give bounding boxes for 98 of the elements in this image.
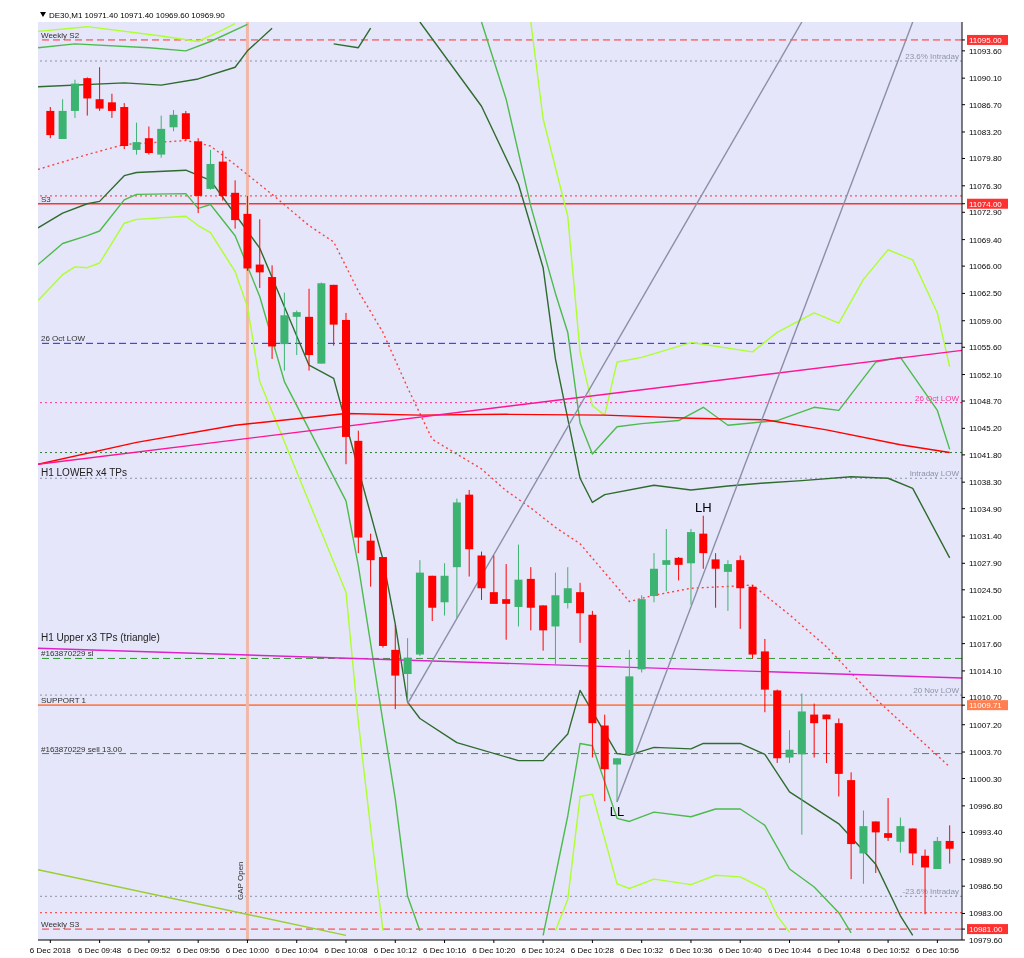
y-tick-label: 11007.20 [969, 720, 1003, 730]
x-tick-label: 6 Dec 10:20 [472, 946, 516, 955]
ref-line-label: 20 Nov LOW [913, 686, 960, 696]
x-tick-label: 6 Dec 10:32 [620, 946, 664, 955]
y-tick-label: 11086.70 [969, 100, 1003, 110]
y-tick-label: 11021.00 [969, 613, 1003, 623]
ref-line-label: SUPPORT 1 [41, 696, 87, 706]
ref-line-label: S3 [41, 194, 52, 204]
candlestick [403, 637, 412, 703]
candlestick [366, 533, 375, 588]
candlestick [662, 528, 671, 592]
y-tick-label: 11079.80 [969, 154, 1003, 164]
ref-line-label: Weekly S2 [41, 30, 80, 40]
candlestick [255, 218, 264, 289]
x-tick-label: 6 Dec 09:48 [78, 946, 122, 955]
y-tick-label: 10993.40 [969, 828, 1003, 838]
y-tick-label: 10979.60 [969, 936, 1003, 945]
candlestick [871, 820, 880, 874]
y-tick-label: 11095.00 [969, 35, 1003, 45]
annotation: LH [694, 499, 712, 515]
x-tick-label: 6 Dec 10:36 [669, 946, 714, 955]
candlestick [107, 93, 116, 119]
y-tick-label: 11038.30 [969, 478, 1003, 488]
series-label: H1 LOWER x4 TPs [41, 467, 127, 479]
candlestick [489, 554, 498, 605]
y-tick-label: 11066.00 [969, 262, 1003, 272]
candlestick [699, 515, 708, 570]
y-tick-label: 11048.70 [969, 397, 1003, 407]
ref-line-label: 26 Oct LOW [41, 334, 86, 344]
candlestick [169, 109, 178, 132]
ref-line-label: Intraday LOW [909, 469, 960, 479]
y-tick-label: 11031.40 [969, 531, 1003, 541]
y-tick-label: 11062.50 [969, 289, 1003, 299]
candlestick [144, 126, 153, 156]
x-tick-label: 6 Dec 10:40 [718, 946, 763, 955]
y-tick-label: 11003.70 [969, 748, 1003, 758]
candlestick [945, 824, 954, 865]
y-tick-label: 11074.00 [969, 199, 1003, 209]
y-tick-label: 11059.00 [969, 316, 1003, 326]
y-tick-label: 11027.90 [969, 559, 1003, 569]
y-tick-label: 11055.60 [969, 343, 1003, 353]
chart-title: DE30,M1 10971.40 10971.40 10969.60 10969.90 [49, 11, 226, 20]
y-tick-label: 10981.00 [969, 925, 1003, 935]
ref-line-label: 23.6% Intraday [905, 52, 959, 61]
candlestick [785, 729, 794, 764]
x-tick-label: 6 Dec 10:44 [767, 946, 812, 955]
y-tick-label: 11045.20 [969, 424, 1003, 434]
candlestick [810, 703, 819, 758]
ref-line-label: #163870229 sl [41, 649, 94, 659]
y-tick-label: 10989.90 [969, 855, 1003, 865]
y-tick-label: 11093.60 [969, 46, 1003, 56]
y-tick-label: 11000.30 [969, 774, 1003, 784]
candlestick [613, 757, 622, 803]
candlestick [292, 310, 301, 356]
y-tick-label: 11009.71 [969, 701, 1003, 711]
y-tick-label: 11052.10 [969, 370, 1003, 380]
x-tick-label: 6 Dec 10:28 [570, 946, 615, 955]
y-tick-label: 10983.00 [969, 909, 1003, 919]
candlestick [83, 76, 92, 117]
x-tick-label: 6 Dec 2018 [29, 946, 72, 955]
y-tick-label: 11041.80 [969, 450, 1003, 460]
candlestick [896, 817, 905, 854]
ref-line-label: GAP Open [236, 861, 246, 900]
candlestick [563, 566, 572, 610]
candlestick [95, 66, 104, 112]
series-label: H1 Upper x3 TPs (triangle) [41, 632, 160, 644]
y-tick-label: 11069.40 [969, 235, 1003, 245]
x-tick-label: 6 Dec 09:56 [176, 946, 221, 955]
candlestick [576, 582, 585, 644]
x-tick-label: 6 Dec 10:00 [225, 946, 270, 955]
y-tick-label: 11024.50 [969, 585, 1003, 595]
x-tick-label: 6 Dec 10:08 [324, 946, 369, 955]
y-tick-label: 11083.20 [969, 127, 1003, 137]
candlestick [502, 563, 511, 641]
x-tick-label: 6 Dec 09:52 [127, 946, 171, 955]
ref-line-label: #163870229 sell 13.00 [41, 744, 123, 754]
y-tick-label: 11017.60 [969, 639, 1003, 649]
y-tick-label: 11014.10 [969, 666, 1003, 676]
y-tick-label: 11034.90 [969, 504, 1003, 514]
x-tick-label: 6 Dec 10:52 [866, 946, 911, 955]
x-tick-label: 6 Dec 10:16 [422, 946, 467, 955]
x-tick-label: 6 Dec 10:56 [915, 946, 960, 955]
y-tick-label: 11010.70 [969, 693, 1003, 703]
y-tick-label: 10996.80 [969, 801, 1003, 811]
y-tick-label: 11090.10 [969, 74, 1003, 84]
ref-line-label: Weekly S3 [41, 920, 80, 930]
y-tick-label: 11076.30 [969, 181, 1003, 191]
candlestick [711, 552, 720, 609]
x-tick-label: 6 Dec 10:48 [817, 946, 861, 955]
x-tick-label: 6 Dec 10:24 [521, 946, 566, 955]
candlestick [723, 559, 732, 612]
candlestick [674, 556, 683, 581]
x-tick-label: 6 Dec 10:04 [275, 946, 319, 955]
y-tick-label: 10986.50 [969, 882, 1003, 892]
x-tick-label: 6 Dec 10:12 [373, 946, 418, 955]
y-tick-label: 11072.90 [969, 208, 1003, 218]
candlestick [132, 122, 141, 156]
candlestick [884, 797, 893, 842]
